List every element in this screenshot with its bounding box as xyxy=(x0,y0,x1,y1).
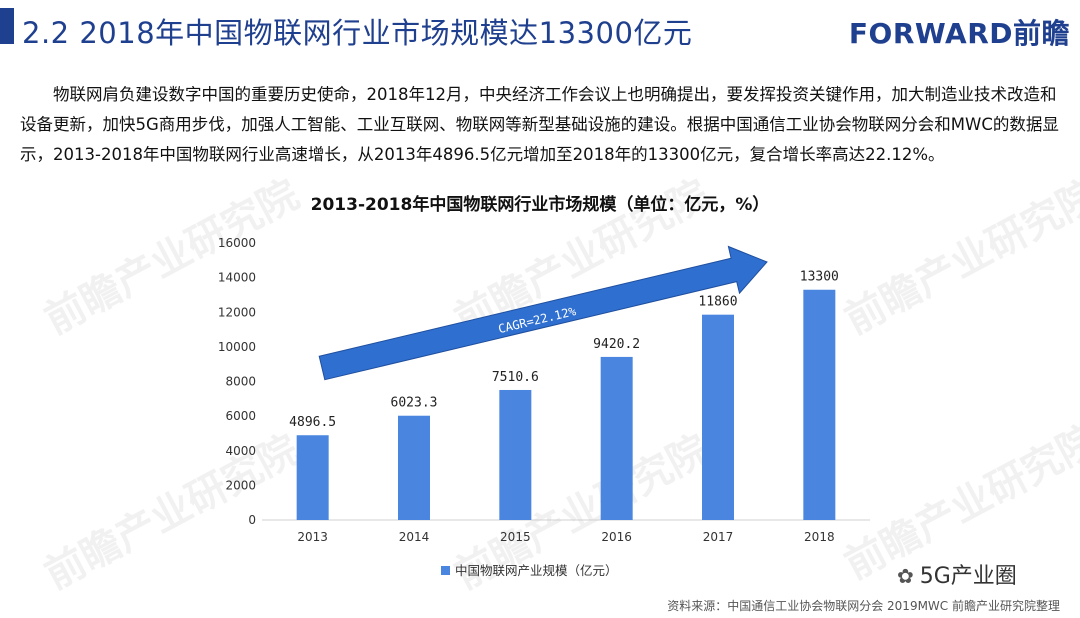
y-tick-label: 4000 xyxy=(225,444,256,458)
y-tick-label: 0 xyxy=(248,513,256,527)
y-tick-label: 16000 xyxy=(218,236,256,250)
bar xyxy=(702,314,734,520)
data-label: 13300 xyxy=(800,270,839,285)
bar xyxy=(499,389,532,520)
y-tick-label: 10000 xyxy=(218,340,256,354)
legend-swatch xyxy=(441,566,450,575)
bar xyxy=(600,356,633,520)
wechat-name: 5G产业圈 xyxy=(919,564,1017,589)
x-tick-label: 2014 xyxy=(399,530,430,544)
chart-title: 2013-2018年中国物联网行业市场规模（单位：亿元，%） xyxy=(310,195,770,215)
bar xyxy=(398,415,430,520)
y-tick-label: 8000 xyxy=(225,375,256,389)
data-label: 9420.2 xyxy=(593,337,640,352)
source-note: 资料来源：中国通信工业协会物联网分会 2019MWC 前瞻产业研究院整理 xyxy=(667,599,1060,613)
data-label: 4896.5 xyxy=(289,415,336,430)
y-tick-label: 14000 xyxy=(218,271,256,285)
y-tick-label: 6000 xyxy=(225,409,256,423)
data-label: 7510.6 xyxy=(492,370,539,385)
data-label: 11860 xyxy=(698,295,737,310)
intro-paragraph: 物联网肩负建设数字中国的重要历史使命，2018年12月，中央经济工作会议上也明确… xyxy=(20,85,1059,164)
wechat-badge: ✿ 5G产业圈 xyxy=(897,558,1017,590)
data-label: 6023.3 xyxy=(391,396,438,411)
x-tick-label: 2015 xyxy=(500,530,531,544)
bar xyxy=(803,289,836,520)
x-tick-label: 2016 xyxy=(601,530,632,544)
y-tick-label: 2000 xyxy=(225,478,256,492)
wechat-icon: ✿ xyxy=(897,564,914,588)
title-accent-bar xyxy=(0,8,14,44)
legend-label: 中国物联网产业规模（亿元） xyxy=(455,563,618,578)
x-tick-label: 2013 xyxy=(297,530,328,544)
y-tick-label: 12000 xyxy=(218,305,256,319)
x-tick-label: 2017 xyxy=(703,530,734,544)
forward-logo: FORWARD前瞻 xyxy=(848,17,1070,50)
x-tick-label: 2018 xyxy=(804,530,835,544)
page-title: 2.2 2018年中国物联网行业市场规模达13300亿元 xyxy=(22,16,693,50)
cagr-arrow xyxy=(318,245,768,381)
bar xyxy=(296,435,329,520)
